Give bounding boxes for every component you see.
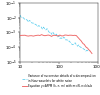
Equation y=AFPM (k, n, m) with m=N, n=k/a,b: [26, 35, 27, 36]
Equation y=AFPM (k, n, m) with m=N, n=k/a,b: [87, 47, 88, 49]
Equation y=AFPM (k, n, m) with m=N, n=k/a,b: [31, 35, 32, 36]
Equation y=AFPM (k, n, m) with m=N, n=k/a,b: [78, 38, 79, 39]
Equation y=AFPM (k, n, m) with m=N, n=k/a,b: [88, 49, 89, 50]
Equation y=AFPM (k, n, m) with m=N, n=k/a,b: [91, 53, 93, 54]
Equation y=AFPM (k, n, m) with m=N, n=k/a,b: [23, 35, 24, 36]
Equation y=AFPM (k, n, m) with m=N, n=k/a,b: [58, 35, 59, 37]
Variance of successive details of a decomposition
in Haar wavelets for white noise: [43, 27, 44, 28]
Equation y=AFPM (k, n, m) with m=N, n=k/a,b: [56, 35, 57, 36]
Variance of successive details of a decomposition
in Haar wavelets for white noise: [63, 37, 64, 38]
Line: Variance of successive details of a decomposition
in Haar wavelets for white noise: Variance of successive details of a deco…: [20, 15, 89, 51]
Variance of successive details of a decomposition
in Haar wavelets for white noise: [88, 51, 89, 52]
Equation y=AFPM (k, n, m) with m=N, n=k/a,b: [63, 35, 64, 36]
Equation y=AFPM (k, n, m) with m=N, n=k/a,b: [71, 35, 72, 36]
Equation y=AFPM (k, n, m) with m=N, n=k/a,b: [90, 51, 92, 53]
Equation y=AFPM (k, n, m) with m=N, n=k/a,b: [44, 35, 46, 36]
Equation y=AFPM (k, n, m) with m=N, n=k/a,b: [86, 47, 87, 48]
Equation y=AFPM (k, n, m) with m=N, n=k/a,b: [39, 35, 41, 36]
Equation y=AFPM (k, n, m) with m=N, n=k/a,b: [76, 35, 77, 36]
Equation y=AFPM (k, n, m) with m=N, n=k/a,b: [77, 36, 78, 38]
Equation y=AFPM (k, n, m) with m=N, n=k/a,b: [64, 34, 65, 36]
Variance of successive details of a decomposition
in Haar wavelets for white noise: [89, 50, 90, 51]
Variance of successive details of a decomposition
in Haar wavelets for white noise: [37, 26, 38, 27]
Equation y=AFPM (k, n, m) with m=N, n=k/a,b: [74, 35, 75, 36]
Equation y=AFPM (k, n, m) with m=N, n=k/a,b: [29, 35, 31, 36]
Legend: Variance of successive details of a decomposition
in Haar wavelets for white noi: Variance of successive details of a deco…: [22, 74, 96, 88]
Equation y=AFPM (k, n, m) with m=N, n=k/a,b: [72, 35, 74, 36]
Variance of successive details of a decomposition
in Haar wavelets for white noise: [31, 22, 32, 23]
Equation y=AFPM (k, n, m) with m=N, n=k/a,b: [53, 35, 54, 36]
Equation y=AFPM (k, n, m) with m=N, n=k/a,b: [21, 35, 22, 36]
Equation y=AFPM (k, n, m) with m=N, n=k/a,b: [84, 44, 85, 45]
Equation y=AFPM (k, n, m) with m=N, n=k/a,b: [36, 35, 37, 36]
Equation y=AFPM (k, n, m) with m=N, n=k/a,b: [46, 35, 47, 36]
Variance of successive details of a decomposition
in Haar wavelets for white noise: [39, 26, 41, 27]
Equation y=AFPM (k, n, m) with m=N, n=k/a,b: [80, 40, 82, 41]
Equation y=AFPM (k, n, m) with m=N, n=k/a,b: [54, 35, 56, 36]
Equation y=AFPM (k, n, m) with m=N, n=k/a,b: [81, 42, 83, 43]
Equation y=AFPM (k, n, m) with m=N, n=k/a,b: [61, 35, 62, 36]
Variance of successive details of a decomposition
in Haar wavelets for white noise: [19, 15, 21, 16]
Equation y=AFPM (k, n, m) with m=N, n=k/a,b: [34, 35, 36, 36]
Equation y=AFPM (k, n, m) with m=N, n=k/a,b: [85, 46, 86, 47]
Equation y=AFPM (k, n, m) with m=N, n=k/a,b: [43, 35, 44, 36]
Equation y=AFPM (k, n, m) with m=N, n=k/a,b: [38, 35, 39, 36]
Equation y=AFPM (k, n, m) with m=N, n=k/a,b: [24, 35, 26, 36]
Line: Equation y=AFPM (k, n, m) with m=N, n=k/a,b: Equation y=AFPM (k, n, m) with m=N, n=k/…: [20, 35, 92, 53]
Equation y=AFPM (k, n, m) with m=N, n=k/a,b: [68, 35, 69, 36]
Equation y=AFPM (k, n, m) with m=N, n=k/a,b: [33, 36, 34, 37]
Equation y=AFPM (k, n, m) with m=N, n=k/a,b: [59, 34, 60, 36]
Equation y=AFPM (k, n, m) with m=N, n=k/a,b: [82, 43, 84, 44]
Equation y=AFPM (k, n, m) with m=N, n=k/a,b: [19, 35, 21, 36]
Equation y=AFPM (k, n, m) with m=N, n=k/a,b: [41, 34, 42, 35]
Variance of successive details of a decomposition
in Haar wavelets for white noise: [42, 28, 43, 30]
Equation y=AFPM (k, n, m) with m=N, n=k/a,b: [79, 39, 80, 40]
Equation y=AFPM (k, n, m) with m=N, n=k/a,b: [89, 50, 90, 51]
Equation y=AFPM (k, n, m) with m=N, n=k/a,b: [66, 35, 67, 36]
Equation y=AFPM (k, n, m) with m=N, n=k/a,b: [28, 36, 29, 37]
Equation y=AFPM (k, n, m) with m=N, n=k/a,b: [51, 36, 52, 37]
Equation y=AFPM (k, n, m) with m=N, n=k/a,b: [49, 35, 50, 36]
Equation y=AFPM (k, n, m) with m=N, n=k/a,b: [48, 34, 49, 36]
Equation y=AFPM (k, n, m) with m=N, n=k/a,b: [69, 35, 70, 36]
